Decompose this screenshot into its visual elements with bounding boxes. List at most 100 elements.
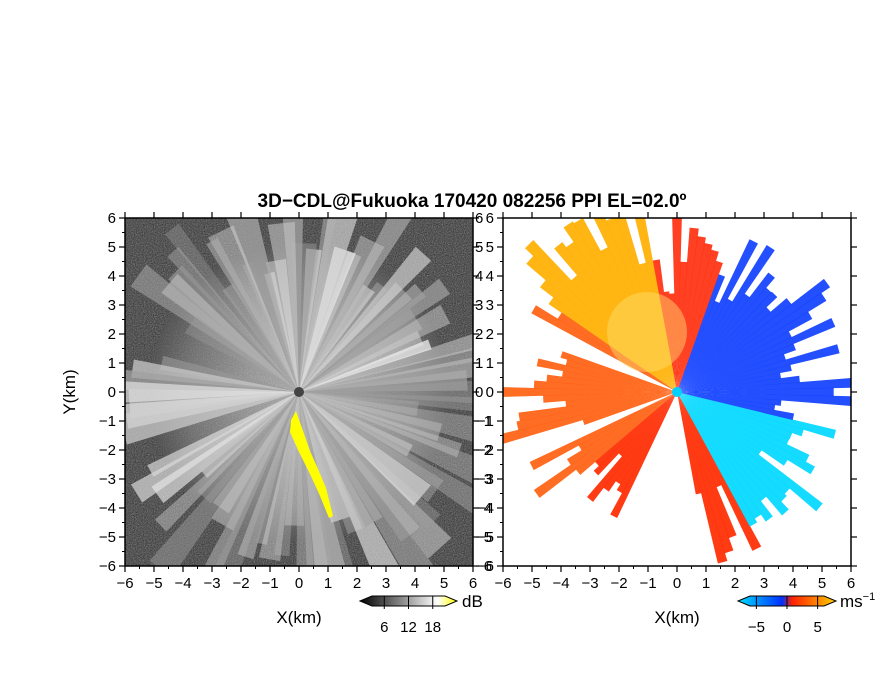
- colorbar-tick-label: 5: [813, 619, 821, 636]
- reflectivity-ray: [125, 392, 299, 445]
- velocity-ray: [677, 392, 722, 488]
- y-tick-label: 2: [486, 326, 494, 343]
- y-tick-label: −3: [99, 471, 116, 488]
- velocity-ray: [566, 392, 677, 466]
- velocity-ray: [677, 392, 787, 502]
- x-tick-label: −1: [261, 575, 278, 592]
- left-y-axis-label: Y(km): [60, 369, 79, 414]
- velocity-ray: [677, 392, 758, 527]
- x-tick-label: 0: [295, 575, 303, 592]
- reflectivity-high-echo: [290, 411, 333, 518]
- velocity-ray: [548, 296, 677, 392]
- velocity-ray: [554, 242, 677, 392]
- velocity-ray: [677, 318, 836, 392]
- velocity-ray: [677, 239, 758, 392]
- velocity-ray: [563, 221, 677, 392]
- reflectivity-colorbar: 6 12 18 dB: [358, 592, 483, 636]
- velocity-ray: [677, 293, 750, 392]
- velocity-ray: [595, 392, 677, 467]
- reflectivity-ray: [299, 392, 473, 412]
- velocity-ray: [677, 291, 778, 392]
- reflectivity-rays: [125, 218, 473, 566]
- velocity-ray: [677, 245, 775, 392]
- velocity-ray: [677, 298, 792, 392]
- velocity-ray: [677, 392, 851, 406]
- velocity-ray: [565, 359, 677, 392]
- velocity-ray: [573, 218, 677, 392]
- y-tick-label: 6: [486, 210, 494, 227]
- x-tick-label: 2: [353, 575, 361, 592]
- velocity-ray: [560, 351, 677, 392]
- velocity-colorbar-unit: ms−1: [840, 591, 875, 611]
- reflectivity-ray: [299, 392, 413, 457]
- y-tick-label: 4: [108, 268, 116, 285]
- y-tick-label: −5: [99, 529, 116, 546]
- reflectivity-axis-ticks: −6 −5 −4 −3 −2 −1 0 1 2 3 4 5 66 65 54 43 32 21 10 0−1 −1−2−…: [99, 210, 492, 592]
- y-tick-label: 5: [486, 239, 494, 256]
- reflectivity-ray: [299, 251, 362, 392]
- velocity-ray: [570, 274, 677, 392]
- reflectivity-ray: [206, 237, 299, 392]
- reflectivity-ray: [299, 392, 346, 566]
- y-tick-label: 3: [108, 297, 116, 314]
- reflectivity-ray: [237, 392, 299, 560]
- y-tick-label: 2: [108, 326, 116, 343]
- velocity-ray: [677, 243, 713, 392]
- y-tick-label-right: 1: [475, 355, 483, 372]
- reflectivity-ray: [184, 315, 299, 392]
- x-tick-label: −5: [145, 575, 162, 592]
- velocity-ray: [677, 392, 804, 437]
- y-tick-label-right: 6: [475, 210, 483, 227]
- velocity-ray: [575, 392, 677, 475]
- colorbar-tick-label: 6: [380, 619, 388, 636]
- velocity-ray: [616, 392, 677, 494]
- velocity-colorbar: −5 0 5 ms−1: [736, 591, 875, 636]
- velocity-ray: [677, 272, 775, 392]
- velocity-ray: [536, 358, 677, 392]
- reflectivity-ray: [130, 264, 299, 392]
- x-tick-label: −3: [581, 575, 598, 592]
- velocity-ray: [677, 344, 840, 392]
- velocity-ray: [582, 392, 677, 425]
- velocity-ray: [677, 392, 793, 439]
- y-tick-label: 1: [108, 355, 116, 372]
- velocity-colorbar-unit-base: ms: [840, 592, 863, 611]
- radar-site-marker-velocity: [672, 387, 682, 397]
- x-tick-label: 2: [731, 575, 739, 592]
- y-tick-label-right: 5: [475, 239, 483, 256]
- velocity-ray: [557, 312, 677, 392]
- velocity-ray: [677, 392, 773, 522]
- reflectivity-ray: [255, 392, 299, 545]
- y-tick-label: −1: [99, 413, 116, 430]
- reflectivity-ray: [258, 392, 299, 562]
- y-tick-label: −6: [477, 558, 494, 575]
- reflectivity-ray: [164, 223, 299, 392]
- y-tick-label-right: −5: [475, 529, 492, 546]
- reflectivity-ray: [299, 392, 431, 506]
- colorbar-tick-label: 18: [424, 619, 441, 636]
- velocity-ray: [677, 392, 790, 445]
- y-tick-label-right: −2: [475, 442, 492, 459]
- y-tick-label: −1: [477, 413, 494, 430]
- reflectivity-ray: [167, 246, 299, 392]
- x-tick-label: −2: [610, 575, 627, 592]
- reflectivity-ray: [222, 283, 299, 392]
- velocity-ray: [677, 392, 810, 463]
- velocity-ray: [677, 392, 789, 516]
- velocity-ray: [565, 241, 677, 392]
- reflectivity-ray: [299, 392, 473, 514]
- reflectivity-ray: [149, 392, 299, 566]
- y-tick-label: 0: [108, 384, 116, 401]
- reflectivity-ray: [299, 392, 443, 442]
- velocity-ray: [677, 392, 815, 475]
- reflectivity-ray: [299, 392, 452, 559]
- reflectivity-panel: −6 −5 −4 −3 −2 −1 0 1 2 3 4 5 66 65 54 43 32 21 10 0−1 −1−2−…: [99, 210, 492, 592]
- reflectivity-ray: [299, 218, 412, 392]
- y-tick-label: −6: [99, 558, 116, 575]
- y-tick-label-right: −1: [475, 413, 492, 430]
- reflectivity-ray: [212, 392, 299, 514]
- reflectivity-ray: [211, 392, 299, 531]
- reflectivity-ray: [198, 392, 299, 478]
